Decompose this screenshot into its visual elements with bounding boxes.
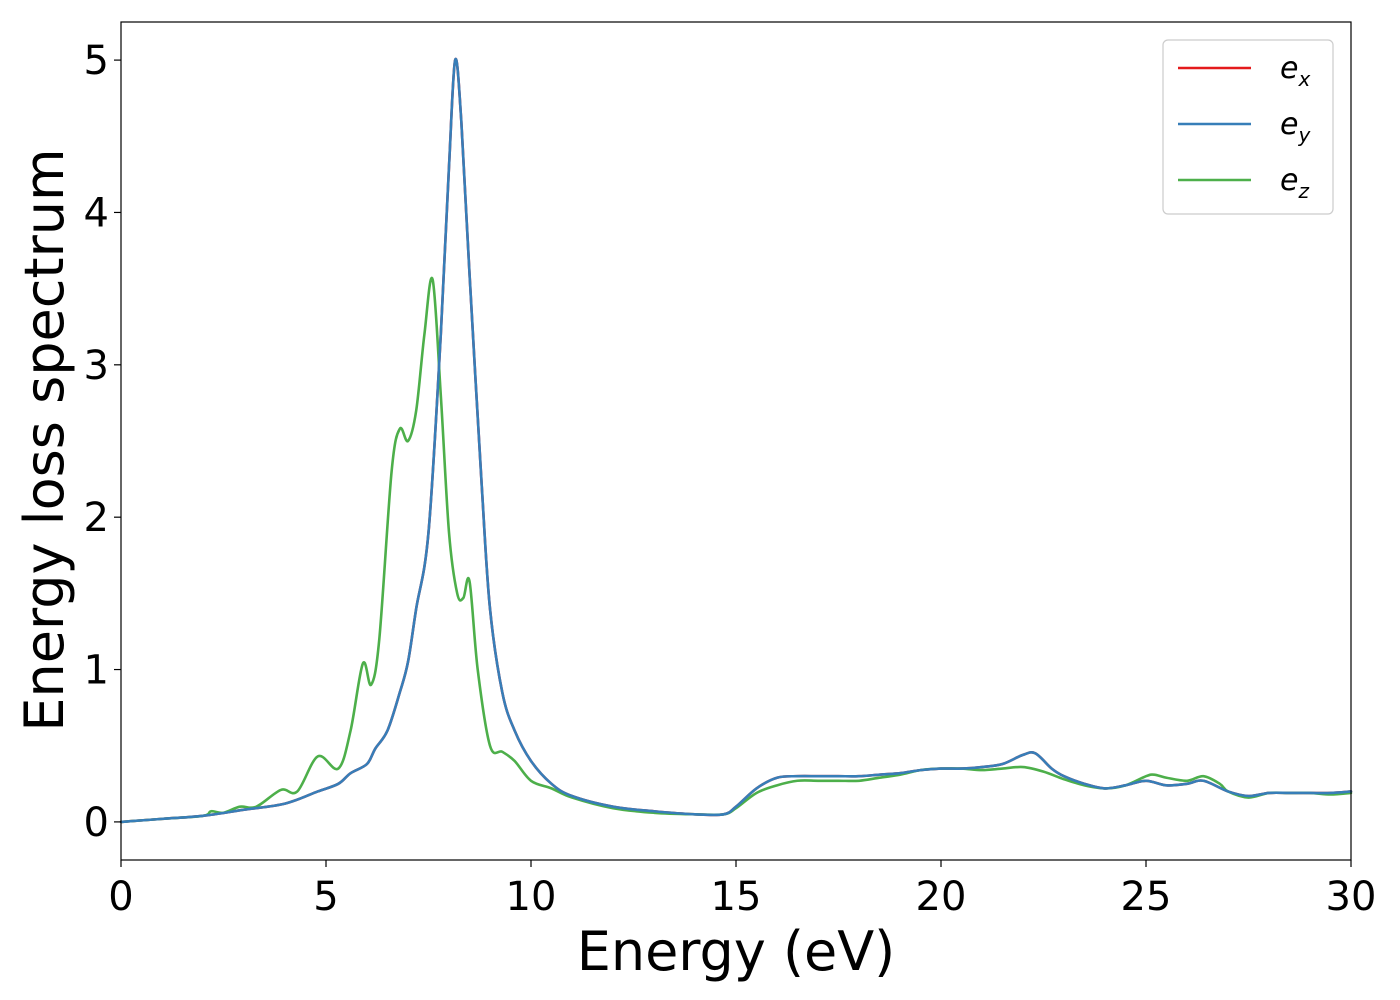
x-tick-label: 25: [1121, 874, 1172, 920]
plot-area: [119, 21, 1353, 861]
x-axis-ticks: 0 5 10 15 20 25 30: [108, 860, 1376, 920]
x-tick-label: 5: [313, 874, 338, 920]
y-tick-label: 3: [84, 343, 109, 389]
series-line-y: [119, 57, 1353, 824]
x-axis-label: Energy (eV): [577, 920, 896, 983]
series-line-z: [119, 276, 1353, 824]
y-axis-label: Energy loss spectrum: [13, 148, 76, 731]
x-tick-label: 10: [506, 874, 557, 920]
y-tick-label: 4: [84, 190, 109, 236]
y-tick-label: 2: [84, 495, 109, 541]
series-layer: [119, 57, 1353, 824]
x-tick-label: 0: [108, 874, 133, 920]
x-tick-label: 20: [916, 874, 967, 920]
y-axis-ticks: 0 1 2 3 4 5: [84, 38, 121, 846]
y-tick-label: 5: [84, 38, 109, 84]
x-tick-label: 30: [1326, 874, 1377, 920]
y-tick-label: 1: [84, 648, 109, 694]
x-tick-label: 15: [711, 874, 762, 920]
y-tick-label: 0: [84, 800, 109, 846]
legend-box: [1162, 39, 1334, 215]
